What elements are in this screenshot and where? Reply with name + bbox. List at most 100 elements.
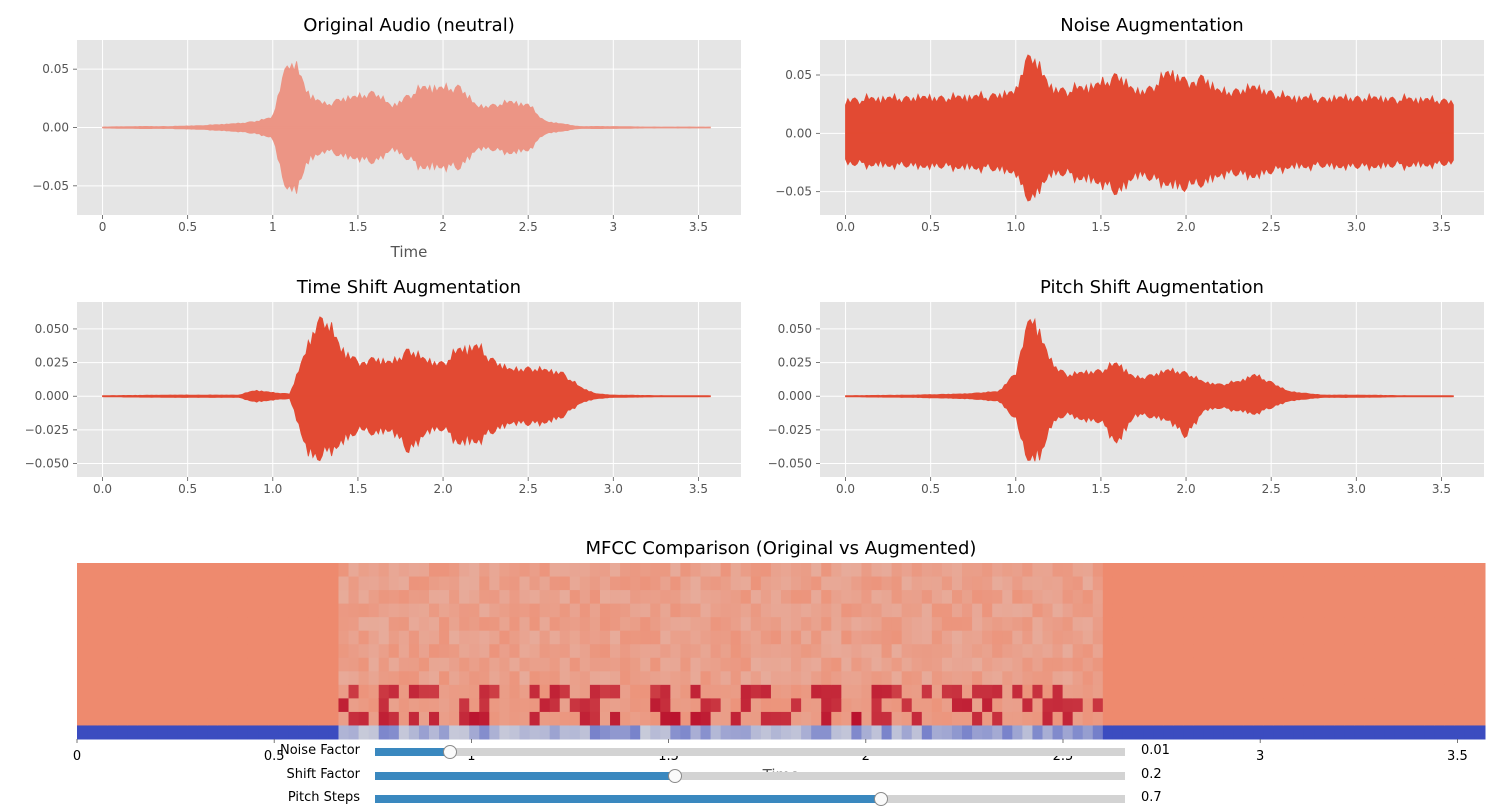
- heatmap-cell: [881, 711, 893, 726]
- heatmap-cell: [509, 711, 521, 726]
- heatmap-cell: [1374, 603, 1385, 618]
- heatmap-cell: [881, 590, 893, 605]
- heatmap-cell: [368, 590, 380, 605]
- heatmap-cell: [1314, 617, 1325, 632]
- heatmap-cell: [1133, 630, 1144, 645]
- heatmap-cell: [1243, 590, 1255, 605]
- heatmap-cell: [459, 576, 470, 591]
- heatmap-cell: [1354, 698, 1365, 713]
- heatmap-cell: [1324, 563, 1335, 578]
- heatmap-cell: [1474, 563, 1486, 578]
- heatmap-cell: [569, 590, 581, 605]
- heatmap-cell: [811, 576, 822, 591]
- shift-factor-handle[interactable]: [668, 769, 682, 783]
- heatmap-cell: [1414, 698, 1426, 713]
- pitch-steps-slider[interactable]: Pitch Steps 0.7: [0, 790, 1500, 810]
- heatmap-cell: [610, 711, 621, 726]
- heatmap-cell: [298, 576, 309, 591]
- heatmap-cell: [207, 630, 219, 645]
- heatmap-cell: [921, 576, 933, 591]
- noise-factor-track[interactable]: [375, 745, 1125, 759]
- heatmap-cell: [308, 698, 319, 713]
- heatmap-cell: [760, 657, 772, 672]
- y-tick-label: 0.025: [778, 356, 812, 370]
- heatmap-cell: [760, 563, 772, 578]
- x-tick-label: 2: [862, 749, 870, 764]
- noise-factor-slider[interactable]: Noise Factor 0.01: [0, 743, 1500, 763]
- heatmap-cell: [831, 590, 842, 605]
- heatmap-cell: [1283, 630, 1295, 645]
- heatmap-cell: [398, 657, 410, 672]
- heatmap-cell: [368, 644, 380, 659]
- x-tick-label: 0.0: [836, 482, 855, 496]
- heatmap-cell: [1183, 725, 1194, 740]
- heatmap-cell: [499, 576, 510, 591]
- heatmap-cell: [1153, 698, 1164, 713]
- heatmap-cell: [861, 725, 873, 740]
- heatmap-cell: [1344, 657, 1355, 672]
- heatmap-cell: [861, 603, 873, 618]
- heatmap-cell: [951, 711, 963, 726]
- heatmap-cell: [1072, 698, 1084, 713]
- heatmap-cell: [459, 725, 470, 740]
- heatmap-cell: [1092, 711, 1104, 726]
- heatmap-cell: [891, 725, 903, 740]
- heatmap-cell: [298, 563, 309, 578]
- heatmap-cell: [1112, 576, 1124, 591]
- heatmap-cell: [1143, 630, 1154, 645]
- heatmap-cell: [1344, 563, 1355, 578]
- heatmap-cell: [157, 698, 169, 713]
- pitch-steps-track[interactable]: [375, 792, 1125, 806]
- noise-factor-handle[interactable]: [443, 745, 457, 759]
- heatmap-cell: [1213, 684, 1225, 699]
- heatmap-cell: [821, 563, 832, 578]
- heatmap-cell: [891, 671, 903, 686]
- heatmap-cell: [670, 657, 681, 672]
- heatmap-cell: [770, 698, 782, 713]
- heatmap-cell: [1163, 617, 1174, 632]
- heatmap-cell: [147, 684, 158, 699]
- heatmap-cell: [418, 630, 430, 645]
- x-tick-label: 2.5: [519, 220, 538, 234]
- heatmap-cell: [851, 590, 862, 605]
- heatmap-cell: [750, 657, 762, 672]
- heatmap-cell: [358, 590, 370, 605]
- heatmap-cell: [911, 698, 923, 713]
- heatmap-cell: [87, 644, 98, 659]
- heatmap-cell: [1424, 644, 1436, 659]
- heatmap-cell: [398, 603, 410, 618]
- heatmap-cell: [308, 671, 319, 686]
- heatmap-cell: [781, 725, 792, 740]
- heatmap-cell: [1454, 671, 1466, 686]
- heatmap-cell: [318, 630, 329, 645]
- heatmap-cell: [750, 725, 762, 740]
- heatmap-cell: [1032, 590, 1043, 605]
- heatmap-cell: [187, 576, 199, 591]
- heatmap-cell: [117, 725, 128, 740]
- heatmap-cell: [1283, 590, 1295, 605]
- heatmap-cell: [1072, 657, 1084, 672]
- heatmap-cell: [388, 671, 400, 686]
- shift-factor-slider[interactable]: Shift Factor 0.2: [0, 767, 1500, 787]
- heatmap-cell: [449, 711, 460, 726]
- heatmap-cell: [811, 711, 822, 726]
- heatmap-cell: [1293, 684, 1305, 699]
- heatmap-cell: [871, 576, 883, 591]
- heatmap-cell: [851, 630, 862, 645]
- shift-factor-track[interactable]: [375, 769, 1125, 783]
- heatmap-cell: [268, 630, 279, 645]
- heatmap-cell: [1042, 711, 1054, 726]
- heatmap-cell: [1374, 644, 1385, 659]
- heatmap-cell: [509, 671, 521, 686]
- heatmap-cell: [328, 563, 339, 578]
- pitch-steps-handle[interactable]: [874, 792, 889, 806]
- heatmap-cell: [137, 698, 148, 713]
- heatmap-cell: [1293, 698, 1305, 713]
- heatmap-cell: [710, 644, 722, 659]
- heatmap-cell: [841, 711, 852, 726]
- heatmap-cell: [1022, 617, 1033, 632]
- heatmap-cell: [1072, 725, 1084, 740]
- heatmap-cell: [237, 603, 249, 618]
- heatmap-cell: [217, 576, 229, 591]
- heatmap-cell: [791, 617, 802, 632]
